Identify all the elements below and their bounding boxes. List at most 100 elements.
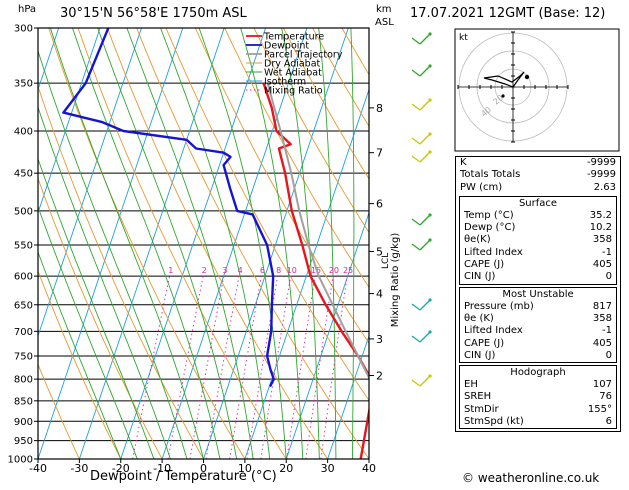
legend-entry: Mixing Ratio bbox=[264, 86, 323, 97]
mu-theta-label: θe (K) bbox=[464, 312, 494, 324]
pressure-tick-label: 850 bbox=[14, 396, 33, 407]
pressure-tick-label: 950 bbox=[14, 436, 33, 447]
pressure-tick-label: 900 bbox=[14, 417, 33, 428]
wind-barb-flag bbox=[411, 37, 421, 45]
legend-entry: Wet Adiabat bbox=[264, 68, 322, 79]
wet-adiabat-line bbox=[38, 105, 171, 459]
most-unstable-title: Most Unstable bbox=[502, 288, 574, 300]
surface-li-value: -1 bbox=[602, 246, 612, 258]
mixing-ratio-line bbox=[205, 276, 240, 459]
stmdir-label: StmDir bbox=[464, 403, 499, 415]
dry-adiabat-line bbox=[77, 28, 287, 459]
datetime-title: 17.07.2021 12GMT (Base: 12) bbox=[410, 6, 606, 21]
altitude-tick-label: 4 bbox=[376, 288, 383, 301]
pressure-tick-label: 700 bbox=[14, 327, 33, 338]
stmspd-value: 6 bbox=[605, 416, 612, 428]
wind-barb-icon bbox=[419, 65, 431, 77]
pressure-tick-label: 550 bbox=[14, 240, 33, 251]
surface-temp-row: Temp (°C) 35.2 bbox=[460, 210, 616, 222]
temperature-tick-label: 20 bbox=[279, 462, 293, 475]
surface-theta-label: θe(K) bbox=[464, 234, 491, 246]
pressure-tick-label: 300 bbox=[14, 24, 33, 35]
surface-dewp-row: Dewp (°C) 10.2 bbox=[460, 222, 616, 234]
legend-entry: Temperature bbox=[263, 32, 324, 43]
wet-adiabat-line bbox=[160, 28, 271, 459]
hodograph-title: Hodograph bbox=[510, 367, 566, 379]
location-title: 30°15'N 56°58'E 1750m ASL bbox=[60, 6, 247, 21]
dry-adiabat-line bbox=[38, 85, 204, 459]
pressure-tick-label: 650 bbox=[14, 300, 33, 311]
wind-barb-station bbox=[428, 213, 432, 217]
wet-adiabat-line bbox=[38, 205, 138, 459]
altitude-tick-label: 5 bbox=[376, 245, 383, 258]
mu-li-value: -1 bbox=[602, 325, 612, 337]
mixing-ratio-line bbox=[167, 276, 204, 459]
pressure-tick-label: 500 bbox=[14, 206, 33, 217]
pressure-tick-label: 400 bbox=[14, 126, 33, 137]
wet-adiabat-line bbox=[38, 250, 122, 459]
surface-cape-row: CAPE (J) 405 bbox=[460, 259, 616, 271]
wet-adiabat-line bbox=[198, 28, 287, 459]
altitude-tick-label: 8 bbox=[376, 102, 383, 115]
altitude-tick-label: 6 bbox=[376, 198, 383, 211]
isotherm-line bbox=[78, 28, 225, 459]
hodograph-box bbox=[454, 28, 620, 152]
hpa-unit-label: hPa bbox=[18, 4, 37, 15]
mu-theta-row: θe (K) 358 bbox=[460, 313, 616, 325]
wind-barb-flag bbox=[411, 155, 421, 163]
mixing-ratio-tick-label: 4 bbox=[238, 266, 243, 275]
wind-barb-station bbox=[428, 64, 432, 68]
pressure-tick-label: 750 bbox=[14, 352, 33, 363]
temperature-tick-label: 30 bbox=[321, 462, 335, 475]
wet-adiabat-line bbox=[38, 49, 188, 459]
wind-barb-icon bbox=[419, 99, 431, 111]
isotherm-line bbox=[120, 28, 266, 459]
dry-adiabat-line bbox=[253, 28, 369, 234]
wet-adiabat-line bbox=[97, 28, 238, 459]
wind-barb-flag bbox=[411, 69, 421, 77]
dry-adiabat-line bbox=[38, 269, 122, 459]
pressure-tick-label: 350 bbox=[14, 79, 33, 90]
totals-totals-label: Totals Totals bbox=[460, 169, 521, 181]
dry-adiabat-line bbox=[38, 177, 163, 459]
isotherm-line bbox=[203, 28, 349, 459]
hodograph-trace bbox=[483, 71, 525, 88]
mixing-ratio-tick-label: 3 bbox=[222, 266, 227, 275]
altitude-tick-label: 3 bbox=[376, 333, 383, 346]
totals-totals-value: -9999 bbox=[586, 169, 616, 181]
mixing-ratio-line bbox=[132, 276, 171, 459]
wet-adiabat-line bbox=[38, 157, 155, 459]
k-index-label: K bbox=[460, 157, 467, 168]
indices-panel: K -9999 Totals Totals -9999 PW (cm) 2.63… bbox=[455, 156, 621, 433]
surface-temp-label: Temp (°C) bbox=[464, 209, 514, 221]
temperature-tick-label: -30 bbox=[70, 462, 88, 475]
copyright-footer: © weatheronline.co.uk bbox=[462, 471, 600, 485]
pw-row: PW (cm) 2.63 bbox=[456, 182, 620, 194]
mu-cape-row: CAPE (J) 405 bbox=[460, 338, 616, 350]
legend-entry: Dry Adiabat bbox=[264, 59, 321, 70]
wind-barb-icon bbox=[419, 375, 431, 387]
wet-adiabat-line bbox=[126, 28, 254, 459]
wind-barb-station bbox=[428, 132, 432, 136]
wind-barb-station bbox=[428, 238, 432, 242]
surface-theta-row: θe(K) 358 bbox=[460, 234, 616, 246]
hodograph-section: Hodograph EH 107 SREH 76 StmDir 155° Stm… bbox=[459, 365, 617, 430]
wind-barb-flag bbox=[411, 335, 421, 343]
legend-entry: Parcel Trajectory bbox=[264, 50, 343, 61]
surface-title: Surface bbox=[518, 197, 558, 209]
wet-adiabat-line bbox=[350, 28, 355, 459]
mixing-ratio-line bbox=[189, 276, 225, 459]
dry-adiabat-line bbox=[106, 28, 328, 459]
isotherm-line bbox=[285, 211, 369, 459]
wind-barb-flag bbox=[411, 379, 421, 387]
legend-entry: Dewpoint bbox=[264, 41, 309, 52]
surface-dewp-label: Dewp (°C) bbox=[464, 222, 516, 234]
dry-adiabat-line bbox=[165, 28, 369, 402]
wind-barb-icon bbox=[419, 33, 431, 45]
stmdir-value: 155° bbox=[587, 403, 612, 415]
temperature-tick-label: 40 bbox=[362, 462, 376, 475]
wet-adiabat-line bbox=[368, 439, 369, 459]
wind-barb-flag bbox=[411, 243, 421, 251]
mu-cin-row: CIN (J) 0 bbox=[460, 350, 616, 362]
